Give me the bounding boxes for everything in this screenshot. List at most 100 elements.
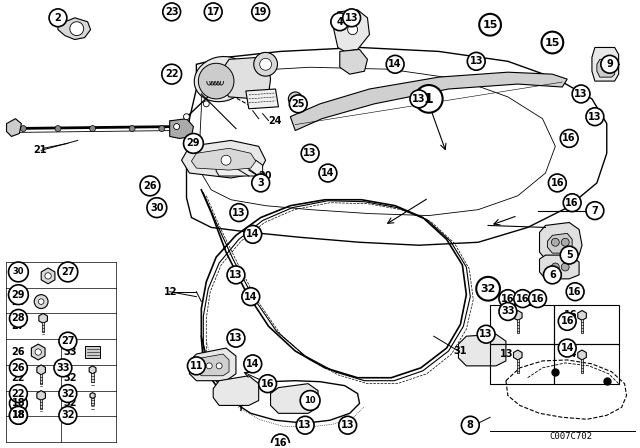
Bar [490,305,554,344]
Circle shape [252,174,269,192]
Circle shape [206,363,212,369]
Text: 3: 3 [257,178,264,188]
Text: 14: 14 [388,59,402,69]
Circle shape [260,58,271,70]
Bar [92,373,94,382]
Circle shape [566,283,584,301]
Circle shape [34,295,48,309]
Text: 32: 32 [63,373,76,383]
Text: 27: 27 [12,321,25,332]
Text: 26: 26 [12,347,25,357]
Polygon shape [186,47,607,245]
Circle shape [339,416,356,434]
Circle shape [10,406,28,424]
Text: 32: 32 [481,284,496,294]
Polygon shape [540,255,579,279]
Polygon shape [221,57,271,99]
Text: 26: 26 [12,363,25,373]
Text: 18: 18 [12,398,25,409]
Text: 9: 9 [606,59,613,69]
Text: 13: 13 [229,333,243,343]
Text: 33: 33 [501,306,515,316]
Text: 20: 20 [259,171,272,181]
Polygon shape [196,354,229,376]
Bar [581,319,583,333]
Circle shape [10,406,28,424]
Text: 16: 16 [550,178,564,188]
Circle shape [10,310,28,327]
Polygon shape [189,348,236,381]
Circle shape [514,290,532,307]
Text: 29: 29 [12,290,25,300]
Text: 14: 14 [564,349,578,359]
Text: 16: 16 [516,293,529,304]
Circle shape [300,391,320,410]
Circle shape [188,357,205,375]
Circle shape [147,198,167,218]
Polygon shape [216,160,262,176]
Text: 16: 16 [568,287,582,297]
Text: 13: 13 [500,349,513,359]
Text: 32: 32 [61,410,75,420]
Circle shape [55,125,61,132]
Circle shape [301,144,319,162]
Circle shape [552,238,559,246]
Text: 28: 28 [12,297,25,306]
Circle shape [10,395,28,412]
Circle shape [8,262,28,282]
Text: 11: 11 [189,361,203,371]
Text: 30: 30 [150,202,164,213]
Circle shape [58,262,77,282]
Circle shape [331,13,349,30]
Circle shape [499,302,516,320]
Circle shape [59,385,77,402]
Text: 13: 13 [229,270,243,280]
Text: 14: 14 [246,359,259,369]
Circle shape [59,332,77,350]
Circle shape [252,3,269,21]
Circle shape [49,9,67,27]
Circle shape [35,349,42,355]
Polygon shape [513,350,522,360]
Polygon shape [58,18,91,39]
Text: 18: 18 [12,410,25,420]
Circle shape [387,56,404,73]
Circle shape [601,56,619,73]
Polygon shape [334,10,369,52]
Text: 16: 16 [564,310,578,319]
Bar [581,359,583,373]
Text: 13: 13 [588,112,602,122]
Circle shape [244,225,262,243]
Text: 16: 16 [274,438,287,448]
Circle shape [348,25,358,34]
Text: 5: 5 [566,250,573,260]
Text: 16: 16 [561,316,574,327]
Polygon shape [41,268,55,284]
Circle shape [343,9,360,27]
Text: 2: 2 [54,13,61,23]
Circle shape [467,52,485,70]
Polygon shape [592,47,619,81]
Circle shape [230,204,248,221]
Polygon shape [213,376,259,405]
Circle shape [221,155,231,165]
Circle shape [227,329,245,347]
Text: 10: 10 [304,396,316,405]
Text: 16: 16 [563,134,576,143]
Circle shape [10,359,28,377]
Circle shape [586,108,604,125]
Text: C007C702: C007C702 [549,431,593,440]
Circle shape [410,90,428,108]
Circle shape [560,246,578,264]
Polygon shape [31,344,45,360]
Circle shape [8,285,28,305]
Circle shape [45,273,51,279]
Text: 16: 16 [501,293,515,304]
Polygon shape [340,49,367,74]
Text: 13: 13 [470,56,483,66]
Polygon shape [271,383,318,414]
Polygon shape [547,233,572,253]
Text: 19: 19 [254,7,268,17]
Text: 16: 16 [261,379,275,389]
Polygon shape [578,310,586,320]
